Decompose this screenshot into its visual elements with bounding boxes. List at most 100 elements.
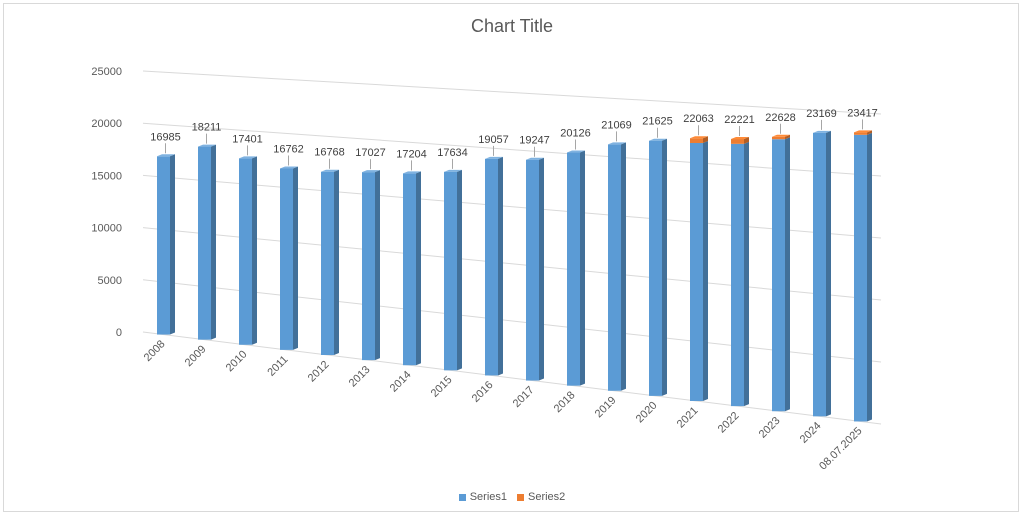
bar-series1-side — [867, 132, 872, 422]
legend-swatch-series1 — [458, 493, 466, 501]
bar-series1-side — [621, 142, 626, 391]
bar-series1 — [608, 144, 621, 391]
bar-series1-top — [321, 169, 339, 172]
bar-series1 — [854, 134, 867, 422]
legend-label-series2: Series2 — [528, 491, 566, 503]
gridline — [142, 279, 882, 363]
x-tick-label: 2021 — [675, 405, 701, 431]
bar-series1-side — [662, 138, 667, 396]
x-tick-label: 2020 — [634, 400, 660, 426]
bar-series1 — [567, 152, 580, 386]
bar-series2-side — [867, 130, 872, 135]
bar-series1-top — [485, 156, 503, 159]
x-tick-label: 2013 — [347, 364, 373, 390]
bar-series2-top — [731, 137, 749, 140]
data-label: 19247 — [519, 135, 550, 147]
bar-series1-top — [198, 144, 216, 147]
x-tick-label: 2018 — [552, 389, 578, 415]
data-label: 19057 — [478, 134, 509, 146]
legend-label-series1: Series1 — [469, 491, 507, 503]
x-tick-label: 2009 — [183, 343, 209, 369]
bar-series1-side — [375, 170, 380, 361]
bar-series1-top — [649, 138, 667, 141]
chart-area: Chart Title 0 5000 10000 15000 20000 25000 169… — [3, 3, 1019, 512]
x-tick-label: 2019 — [593, 394, 619, 420]
bar-series2 — [731, 139, 744, 144]
bar-chart-plot: 0 5000 10000 15000 20000 25000 16985 2008 18211 2… — [91, 66, 882, 473]
gridline — [142, 70, 882, 115]
y-tick-label: 10000 — [91, 223, 122, 235]
bar-series2-top — [690, 136, 708, 139]
data-label: 17027 — [355, 147, 386, 159]
bar-series1 — [403, 173, 416, 366]
bar-series1-top — [813, 130, 831, 133]
chart-title: Chart Title — [470, 16, 554, 36]
bar-series1 — [526, 159, 539, 381]
gridline — [142, 227, 882, 301]
x-tick-label: 2024 — [798, 420, 824, 446]
legend-swatch-series2 — [517, 493, 524, 501]
y-tick-label: 15000 — [91, 170, 122, 182]
data-label: 16768 — [314, 147, 345, 159]
bar-series2 — [690, 138, 703, 143]
x-tick-label: 2016 — [470, 379, 496, 405]
bar-series1 — [280, 168, 293, 350]
y-tick-label: 5000 — [98, 275, 122, 287]
bar-series1-top — [239, 156, 257, 159]
data-label: 23169 — [806, 108, 837, 120]
data-label: 22063 — [683, 113, 714, 125]
legend-item-series1: Series1 — [458, 491, 507, 503]
bar-series1-top — [526, 157, 544, 160]
data-label: 22221 — [724, 114, 755, 126]
bar-series1-top — [362, 170, 380, 173]
data-label: 16762 — [273, 144, 304, 156]
y-tick-label: 0 — [116, 327, 122, 339]
x-tick-label: 2023 — [757, 415, 783, 441]
bar-series1-side — [211, 144, 216, 340]
bar-series1 — [772, 139, 785, 412]
bar-series1 — [690, 142, 703, 402]
data-label: 17204 — [396, 148, 427, 160]
x-tick-label: 2008 — [142, 338, 168, 364]
bar-series2-top — [854, 130, 872, 133]
x-tick-label: 08.07.2025 — [817, 425, 864, 472]
data-label: 21069 — [601, 119, 632, 131]
bar-series1-side — [293, 166, 298, 350]
bar-series1-side — [498, 156, 503, 376]
legend: Series1 Series2 — [4, 491, 1020, 503]
y-tick-label: 25000 — [91, 66, 122, 78]
bar-series1-side — [539, 157, 544, 381]
bar-series1-top — [608, 142, 626, 145]
bar-series1 — [649, 140, 662, 396]
bar-series1-side — [580, 150, 585, 386]
bar-series2-side — [703, 136, 708, 143]
bar-series1 — [731, 143, 744, 407]
bar-series1-top — [280, 166, 298, 169]
data-label: 21625 — [642, 116, 673, 128]
x-tick-label: 2015 — [429, 374, 455, 400]
data-label: 20126 — [560, 128, 591, 140]
x-tick-label: 2022 — [716, 410, 742, 436]
bar-series1-side — [744, 141, 749, 407]
bar-series2 — [854, 132, 867, 135]
bar-series2-top — [772, 134, 790, 137]
bar-series1 — [321, 171, 334, 355]
bar-series1-top — [567, 150, 585, 153]
bar-series1-side — [785, 137, 790, 412]
gridline — [142, 174, 882, 239]
legend-item-series2: Series2 — [517, 491, 565, 503]
x-tick-label: 2017 — [511, 384, 537, 410]
bar-series1 — [485, 158, 498, 376]
y-tick-label: 20000 — [91, 118, 122, 130]
bar-series1 — [157, 156, 170, 335]
x-tick-label: 2012 — [306, 359, 332, 385]
bar-series1-side — [170, 154, 175, 335]
bar-series1-side — [703, 140, 708, 402]
bar-series1-top — [444, 169, 462, 172]
data-label: 18211 — [192, 122, 222, 134]
data-label: 17401 — [232, 133, 263, 145]
bar-series1-side — [457, 169, 462, 371]
bar-series1 — [362, 172, 375, 361]
x-tick-label: 2010 — [224, 348, 250, 374]
bar-series2 — [772, 136, 785, 140]
